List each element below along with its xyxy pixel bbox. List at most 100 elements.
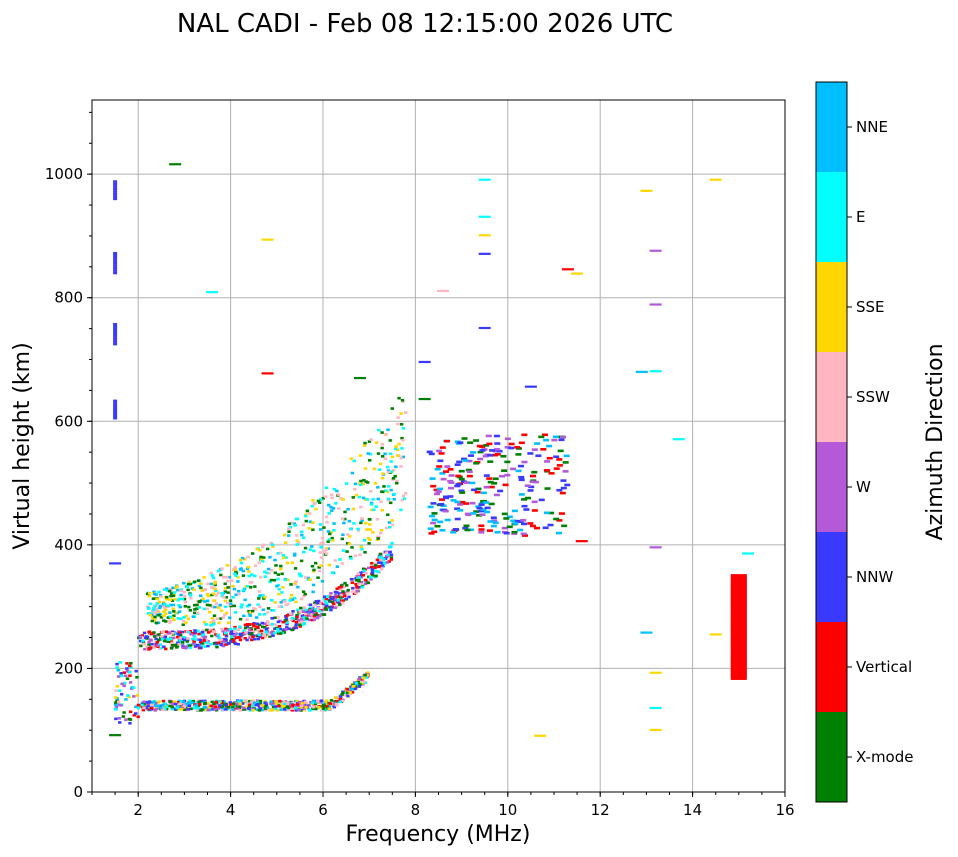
echo-point — [114, 703, 118, 707]
echo-point — [174, 702, 178, 706]
echo-point — [186, 701, 191, 705]
echo-point — [234, 636, 239, 640]
echo-point — [381, 490, 385, 494]
echo-point — [204, 641, 209, 644]
echo-point — [339, 585, 343, 589]
echo-point — [204, 623, 208, 626]
echo-point — [233, 566, 237, 569]
echo-point — [298, 610, 302, 613]
echo-point — [281, 556, 286, 560]
echo-point — [483, 501, 490, 504]
echo-point — [221, 616, 226, 619]
echo-point — [296, 585, 300, 589]
echo-point — [389, 470, 394, 474]
echo-point — [486, 477, 493, 480]
echo-point — [169, 594, 173, 598]
echo-point — [469, 481, 476, 485]
echo-point — [316, 499, 321, 503]
echo-point — [291, 610, 295, 613]
echo-point — [245, 705, 249, 708]
echo-point — [380, 508, 385, 512]
echo-point — [429, 477, 436, 480]
echo-point — [209, 621, 213, 624]
echo-point — [198, 638, 203, 642]
echo-point — [196, 706, 200, 710]
echo-point — [399, 423, 404, 426]
echo-point — [318, 551, 322, 554]
echo-point — [311, 705, 316, 709]
echo-point — [400, 498, 404, 502]
echo-point — [229, 630, 233, 634]
echo-point — [347, 519, 352, 523]
echo-point — [127, 695, 131, 699]
echo-point — [305, 611, 309, 614]
echo-point — [182, 594, 187, 598]
echo-point — [203, 701, 207, 705]
colorbar-label: SSE — [856, 298, 885, 316]
echo-point — [377, 428, 381, 432]
echo-point — [274, 564, 278, 567]
echo-point — [302, 606, 307, 609]
echo-point — [274, 700, 278, 703]
echo-point — [202, 620, 207, 624]
echo-point — [459, 491, 466, 494]
echo-point — [454, 500, 461, 504]
echo-point — [145, 592, 150, 596]
echo-point — [285, 622, 289, 626]
echo-point — [171, 594, 176, 598]
echo-point — [261, 545, 265, 549]
echo-point — [470, 451, 477, 454]
echo-point — [160, 637, 165, 641]
echo-point — [217, 621, 221, 625]
echo-point — [147, 648, 151, 651]
echo-point — [329, 605, 333, 609]
echo-point — [503, 531, 510, 535]
echo-point — [193, 645, 198, 648]
echo-point — [350, 590, 355, 593]
echo-point — [304, 608, 308, 612]
echo-point — [561, 268, 574, 271]
echo-point — [730, 658, 747, 663]
echo-point — [346, 507, 350, 511]
echo-point — [187, 605, 191, 609]
echo-point — [177, 707, 181, 711]
echo-point — [122, 681, 127, 685]
echo-point — [529, 480, 536, 484]
echo-point — [175, 644, 180, 648]
echo-point — [279, 564, 283, 568]
colorbar-swatch — [816, 442, 847, 532]
echo-point — [558, 512, 565, 515]
echo-point — [220, 592, 224, 595]
echo-point — [478, 503, 485, 506]
echo-point — [326, 547, 330, 550]
echo-point — [189, 632, 193, 636]
echo-point — [170, 707, 174, 711]
echo-point — [361, 567, 366, 571]
echo-point — [122, 671, 126, 674]
echo-point — [300, 608, 305, 612]
echo-point — [439, 528, 446, 532]
echo-point — [143, 647, 147, 651]
echo-point — [120, 674, 124, 678]
plot-frame — [91, 99, 786, 793]
echo-point — [163, 603, 167, 606]
echo-point — [291, 703, 295, 707]
echo-point — [337, 603, 342, 606]
echo-point — [221, 575, 226, 579]
echo-point — [730, 596, 747, 601]
echo-point — [400, 398, 405, 402]
echo-point — [531, 470, 538, 474]
echo-point — [293, 706, 298, 710]
echo-point — [389, 460, 393, 463]
echo-point — [113, 254, 118, 257]
echo-point — [277, 631, 281, 635]
echo-point — [124, 674, 128, 678]
echo-point — [353, 487, 357, 491]
echo-point — [370, 568, 375, 572]
echo-point — [331, 539, 335, 542]
echo-point — [268, 635, 272, 638]
echo-point — [217, 636, 221, 639]
echo-point — [113, 251, 118, 255]
echo-point — [214, 594, 218, 597]
echo-point — [437, 520, 444, 524]
